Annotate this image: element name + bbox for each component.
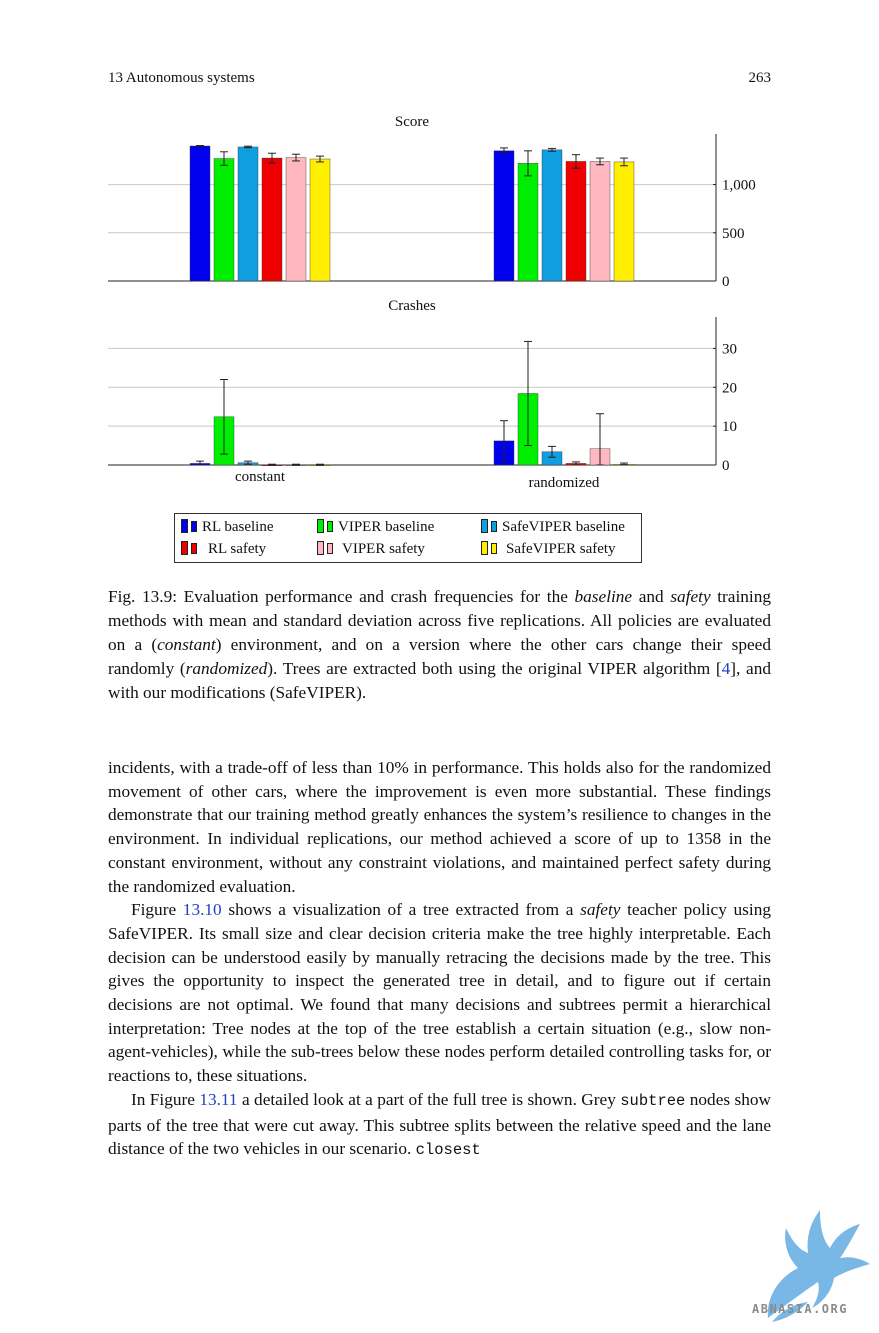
figure-ref-link[interactable]: 13.11 [199,1089,238,1109]
score-chart: Score 0 500 1,000 [108,114,756,288]
figure-caption: Fig. 13.9: Evaluation performance and cr… [108,587,771,702]
paragraph: In Figure 13.11 a detailed look at a par… [108,1089,771,1160]
y-tick-label: 0 [722,274,730,288]
y-tick-label: 30 [722,341,737,357]
chart-legend: RL baseline VIPER baseline SafeVIPER bas… [174,513,642,563]
legend-entry-rl-safety: RL safety [181,539,266,559]
bar [189,145,211,282]
bar [517,163,539,282]
body-text: incidents, with a trade-off of less than… [108,756,771,1163]
bar [261,157,283,282]
watermark-text: ABNASIA.ORG [752,1302,848,1316]
watermark-logo [767,1210,870,1322]
code-term: closest [415,1141,481,1160]
legend-entry-safeviper-safety: SafeVIPER safety [481,539,616,559]
x-category-label: randomized [529,475,600,487]
y-tick-label: 1,000 [722,178,756,194]
paragraph: Figure 13.10 shows a visualization of a … [108,900,771,1086]
bar [565,161,587,282]
legend-entry-rl-baseline: RL baseline [181,517,274,537]
legend-entry-viper-safety: VIPER safety [317,539,425,559]
legend-entry-safeviper-baseline: SafeVIPER baseline [481,517,625,537]
x-category-label: constant [235,469,286,485]
legend-swatch-viper-safety [317,541,324,555]
paragraph: incidents, with a trade-off of less than… [108,758,771,896]
bar [237,146,259,282]
chart-title: Score [395,114,429,130]
y-tick-label: 10 [722,419,737,435]
bar [541,149,563,282]
bar [309,158,331,282]
code-term: subtree [620,1091,686,1110]
bar [213,158,235,282]
page-number: 263 [748,70,772,86]
crashes-chart: Crashes 0 10 20 30 constant randomized [108,298,737,487]
legend-swatch-safeviper-safety [481,541,488,555]
legend-swatch-rl-safety [181,541,188,555]
y-tick-label: 0 [722,458,730,474]
y-tick-label: 20 [722,380,737,396]
citation-link[interactable]: 4 [721,659,731,678]
legend-swatch-viper-baseline [317,519,324,533]
chapter-title: 13 Autonomous systems [108,70,255,86]
legend-swatch-safeviper-baseline [481,519,488,533]
bar [613,161,635,282]
figure-ref-link[interactable]: 13.10 [182,900,222,920]
bar [493,150,515,282]
bar [589,161,611,282]
chart-title: Crashes [388,298,436,314]
legend-entry-viper-baseline: VIPER baseline [317,517,434,537]
legend-swatch-rl-baseline [181,519,188,533]
bar [285,157,307,282]
y-tick-label: 500 [722,226,745,242]
